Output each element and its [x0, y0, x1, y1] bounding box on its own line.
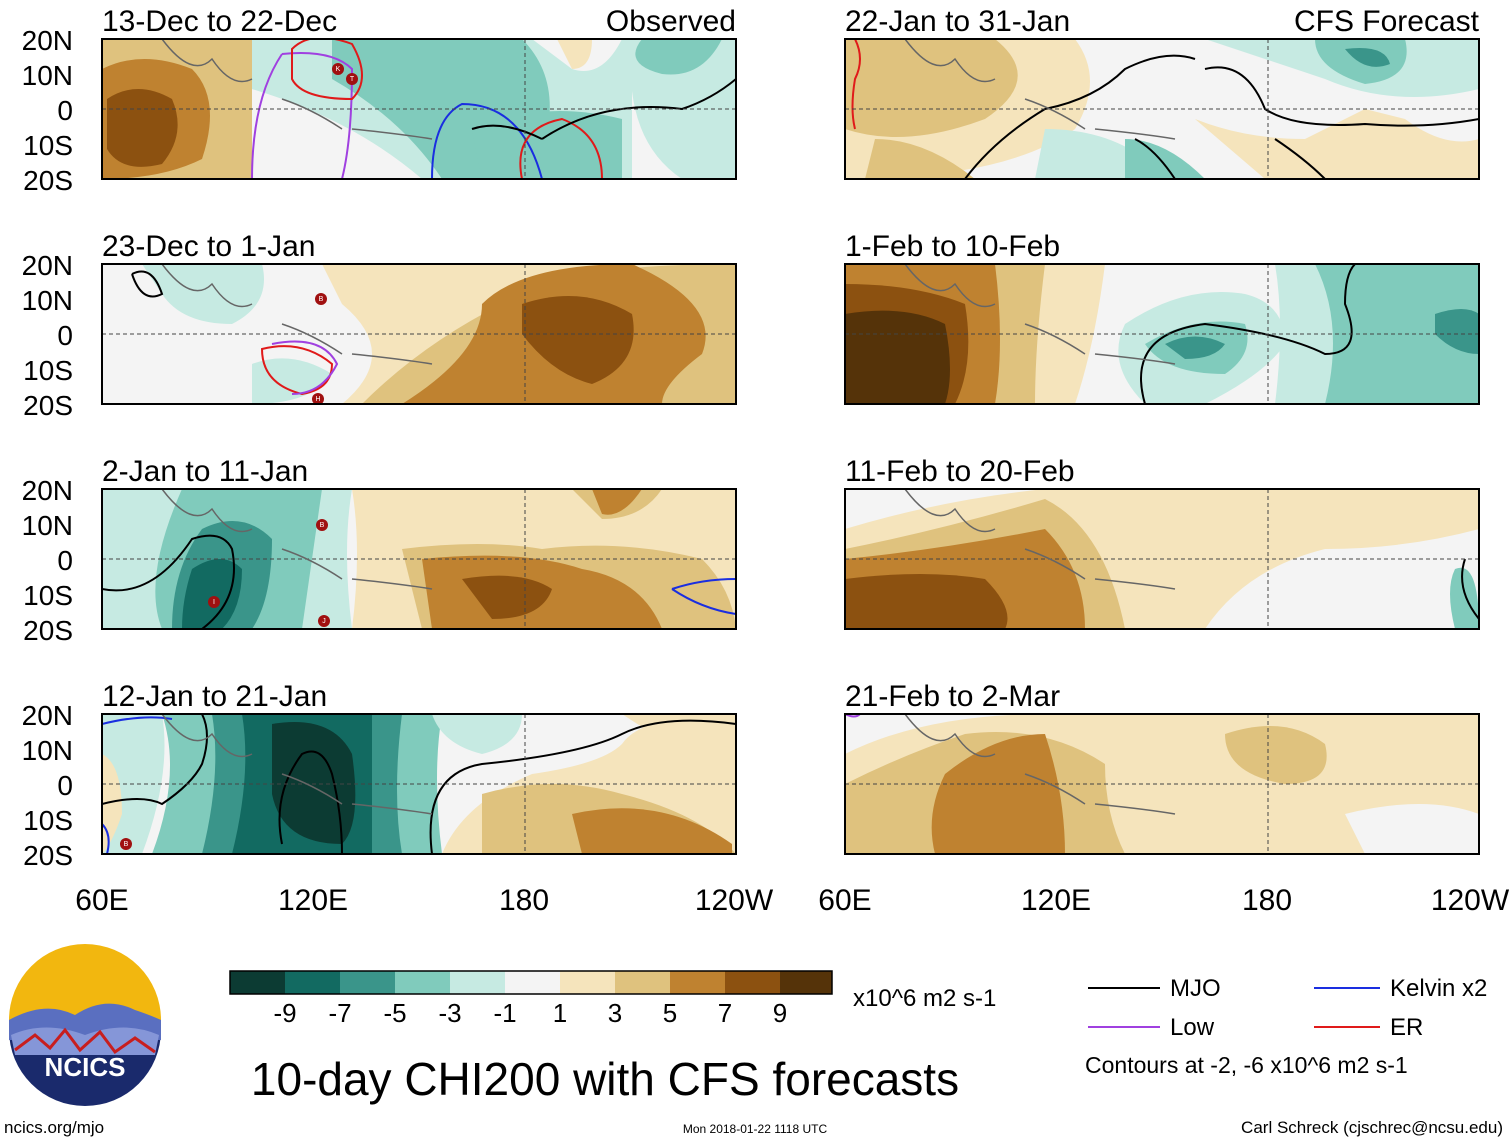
observed-label: Observed — [606, 5, 736, 38]
lat-label: 20N — [22, 250, 73, 281]
lon-label: 180 — [499, 884, 549, 917]
storm-label: T — [350, 76, 355, 83]
footer-timestamp: Mon 2018-01-22 1118 UTC — [683, 1122, 828, 1136]
lat-label: 10S — [23, 580, 73, 611]
legend: MJO Kelvin x2 Low ER Contours at -2, -6 … — [1085, 975, 1487, 1078]
lat-label: 10S — [23, 805, 73, 836]
legend-label-low: Low — [1170, 1014, 1215, 1041]
colorbar-bin — [395, 971, 450, 994]
colorbar-label: -7 — [328, 998, 351, 1028]
contour-note: Contours at -2, -6 x10^6 m2 s-1 — [1085, 1052, 1408, 1078]
colorbar-label: 1 — [553, 998, 567, 1028]
lon-label: 180 — [1242, 884, 1292, 917]
colorbar-bin — [615, 971, 670, 994]
colorbar-label: -9 — [273, 998, 296, 1028]
colorbar-bin — [230, 971, 285, 994]
panel-5 — [101, 488, 737, 630]
lat-label: 10S — [23, 130, 73, 161]
footer-author: Carl Schreck (cjschrec@ncsu.edu) — [1241, 1118, 1503, 1137]
colorbar-bin — [505, 971, 560, 994]
panel-2-title: 22-Jan to 31-Jan — [845, 5, 1070, 38]
storm-labels: K T B H B I J B — [124, 66, 355, 848]
legend-label-er: ER — [1390, 1014, 1423, 1041]
colorbar-bin — [780, 971, 832, 994]
colorbar-label: 7 — [718, 998, 732, 1028]
colorbar-bin — [725, 971, 780, 994]
colorbar-label: -5 — [383, 998, 406, 1028]
panel-4 — [844, 263, 1480, 405]
storm-label: I — [213, 599, 215, 606]
colorbar-label: 9 — [773, 998, 787, 1028]
lat-label: 20S — [23, 390, 73, 421]
lon-label: 120E — [278, 884, 348, 917]
lon-labels: 60E 120E 180 120W 60E 120E 180 120W — [75, 884, 1510, 917]
figure-title: 10-day CHI200 with CFS forecasts — [251, 1053, 959, 1105]
legend-label-mjo: MJO — [1170, 975, 1221, 1002]
storm-label: K — [336, 66, 341, 73]
lat-label: 0 — [57, 95, 73, 126]
colorbar-bin — [340, 971, 395, 994]
lat-labels: 20N 10N 0 10S 20S 20N 10N 0 10S 20S 20N … — [22, 25, 73, 871]
colorbar-label: -3 — [438, 998, 461, 1028]
panel-7 — [101, 713, 737, 855]
footer-url: ncics.org/mjo — [4, 1118, 104, 1137]
lon-label: 120W — [1431, 884, 1510, 917]
storm-label: B — [124, 841, 129, 848]
panel-8-title: 21-Feb to 2-Mar — [845, 680, 1060, 713]
storm-label: J — [322, 618, 326, 625]
panel-1-title: 13-Dec to 22-Dec — [102, 5, 337, 38]
storm-label: B — [320, 522, 325, 529]
colorbar-bin — [285, 971, 340, 994]
legend-label-kelvin: Kelvin x2 — [1390, 975, 1487, 1002]
lon-label: 60E — [75, 884, 128, 917]
lat-label: 10S — [23, 355, 73, 386]
panel-7-title: 12-Jan to 21-Jan — [102, 680, 327, 713]
forecast-label: CFS Forecast — [1294, 5, 1480, 38]
storm-label: H — [315, 396, 320, 403]
panel-3-title: 23-Dec to 1-Jan — [102, 230, 315, 263]
panel-1 — [101, 38, 737, 180]
colorbar-label: 3 — [608, 998, 622, 1028]
lat-label: 20N — [22, 475, 73, 506]
ncics-logo: NCICS — [9, 944, 161, 1106]
panel-2 — [844, 38, 1480, 180]
lat-label: 0 — [57, 770, 73, 801]
panel-4-title: 1-Feb to 10-Feb — [845, 230, 1060, 263]
storm-label: B — [319, 296, 324, 303]
lat-label: 10N — [22, 285, 73, 316]
lat-label: 0 — [57, 545, 73, 576]
logo-text: NCICS — [45, 1052, 126, 1082]
colorbar-bin — [560, 971, 615, 994]
lon-label: 60E — [818, 884, 871, 917]
panel-8 — [844, 713, 1480, 855]
lat-label: 10N — [22, 735, 73, 766]
lat-label: 20S — [23, 615, 73, 646]
panel-6 — [844, 488, 1480, 630]
colorbar-bin — [450, 971, 505, 994]
lat-label: 10N — [22, 510, 73, 541]
panel-5-title: 2-Jan to 11-Jan — [102, 455, 308, 488]
panel-3 — [101, 263, 737, 405]
colorbar: -9 -7 -5 -3 -1 1 3 5 7 9 — [229, 970, 833, 1028]
lat-label: 10N — [22, 60, 73, 91]
colorbar-label: -1 — [493, 998, 516, 1028]
lat-label: 20N — [22, 25, 73, 56]
colorbar-bin — [670, 971, 725, 994]
units-label: x10^6 m2 s-1 — [853, 985, 996, 1012]
lon-label: 120W — [695, 884, 774, 917]
lat-label: 20S — [23, 840, 73, 871]
lat-label: 20N — [22, 700, 73, 731]
colorbar-label: 5 — [663, 998, 677, 1028]
lat-label: 0 — [57, 320, 73, 351]
lat-label: 20S — [23, 165, 73, 196]
panel-6-title: 11-Feb to 20-Feb — [845, 455, 1075, 488]
lon-label: 120E — [1021, 884, 1091, 917]
